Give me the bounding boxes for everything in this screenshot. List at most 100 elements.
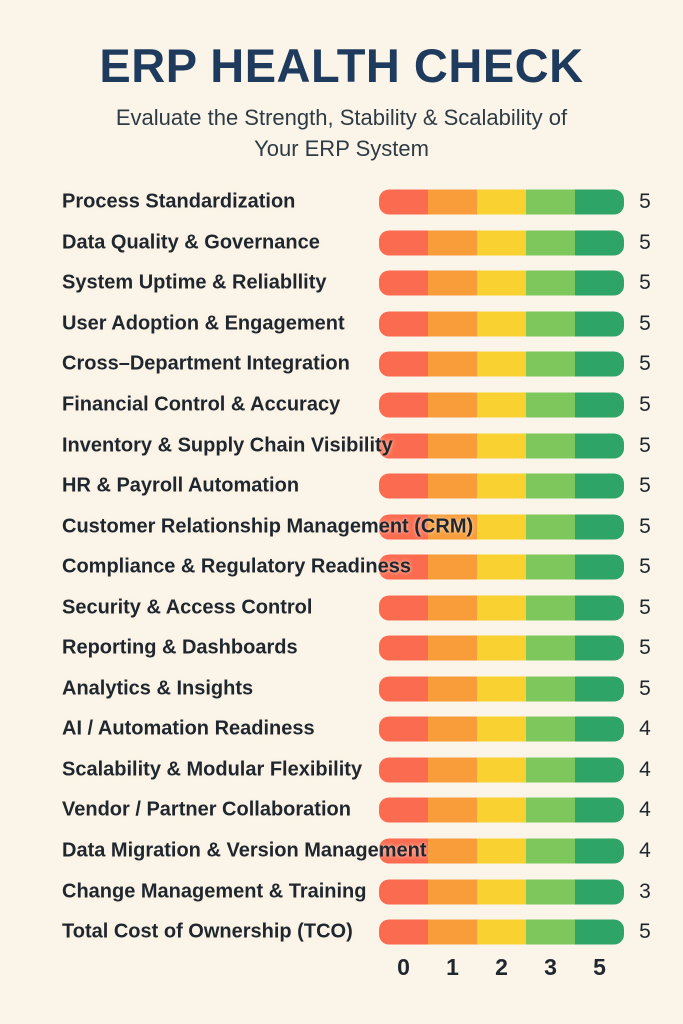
- bar-segment-red: [379, 554, 428, 580]
- bar-segment-lightgreen: [526, 635, 575, 661]
- rating-row: Change Management & Training 3: [0, 871, 683, 912]
- rating-bar: [379, 797, 624, 823]
- rating-row: HR & Payroll Automation 5: [0, 466, 683, 507]
- bar-segment-red: [379, 716, 428, 742]
- rating-bar: [379, 392, 624, 418]
- bar-segment-red: [379, 433, 428, 459]
- bar-segment-lightgreen: [526, 311, 575, 337]
- bar-segment-orange: [428, 230, 477, 256]
- bar-segment-lightgreen: [526, 797, 575, 823]
- subtitle-line-2: Your ERP System: [254, 135, 429, 161]
- rating-bar: [379, 514, 624, 540]
- metric-label: User Adoption & Engagement: [62, 312, 345, 335]
- bar-segment-red: [379, 757, 428, 783]
- rating-row: Process Standardization 5: [0, 182, 683, 223]
- metric-score: 4: [639, 798, 651, 822]
- rating-row: Inventory & Supply Chain Visibility 5: [0, 425, 683, 466]
- bar-segment-green: [575, 433, 624, 459]
- metric-score: 5: [639, 595, 651, 619]
- bar-segment-green: [575, 311, 624, 337]
- bar-segment-orange: [428, 311, 477, 337]
- metric-label: Compliance & Regulatory Readiness: [62, 555, 411, 578]
- metric-score: 5: [639, 676, 651, 700]
- bar-segment-yellow: [477, 757, 526, 783]
- scale-axis: 0 1 2 3 5: [0, 954, 683, 988]
- bar-segment-yellow: [477, 554, 526, 580]
- rating-bar: [379, 635, 624, 661]
- bar-segment-green: [575, 473, 624, 499]
- bar-segment-green: [575, 392, 624, 418]
- metric-score: 5: [639, 190, 651, 214]
- bar-segment-lightgreen: [526, 514, 575, 540]
- bar-segment-yellow: [477, 879, 526, 905]
- header: ERP HEALTH CHECK Evaluate the Strength, …: [0, 0, 683, 165]
- bar-segment-yellow: [477, 514, 526, 540]
- rating-bar: [379, 473, 624, 499]
- rating-row: Total Cost of Ownership (TCO) 5: [0, 912, 683, 953]
- bar-segment-orange: [428, 270, 477, 296]
- bar-segment-red: [379, 635, 428, 661]
- rating-bar: [379, 554, 624, 580]
- bar-segment-lightgreen: [526, 838, 575, 864]
- metric-score: 5: [639, 920, 651, 944]
- bar-segment-red: [379, 676, 428, 702]
- metric-score: 5: [639, 636, 651, 660]
- bar-segment-orange: [428, 514, 477, 540]
- bar-segment-green: [575, 189, 624, 215]
- bar-segment-yellow: [477, 797, 526, 823]
- metric-label: Analytics & Insights: [62, 677, 254, 700]
- bar-segment-orange: [428, 676, 477, 702]
- bar-segment-yellow: [477, 595, 526, 621]
- rating-row: Scalability & Modular Flexibility 4: [0, 750, 683, 791]
- bar-segment-lightgreen: [526, 433, 575, 459]
- bar-segment-red: [379, 879, 428, 905]
- bar-segment-green: [575, 351, 624, 377]
- bar-segment-yellow: [477, 433, 526, 459]
- metric-score: 4: [639, 717, 651, 741]
- bar-segment-red: [379, 270, 428, 296]
- bar-segment-yellow: [477, 270, 526, 296]
- metric-score: 5: [639, 514, 651, 538]
- bar-segment-lightgreen: [526, 392, 575, 418]
- metric-score: 5: [639, 555, 651, 579]
- bar-segment-lightgreen: [526, 554, 575, 580]
- bar-segment-yellow: [477, 635, 526, 661]
- metric-label: Customer Relationship Management (CRM): [62, 515, 474, 538]
- bar-segment-green: [575, 919, 624, 945]
- bar-segment-green: [575, 514, 624, 540]
- bar-segment-red: [379, 595, 428, 621]
- bar-segment-green: [575, 230, 624, 256]
- bar-segment-green: [575, 716, 624, 742]
- rating-row: Data Migration & Version Management 4: [0, 831, 683, 872]
- metric-score: 3: [639, 879, 651, 903]
- bar-segment-green: [575, 879, 624, 905]
- axis-tick: 2: [495, 954, 508, 980]
- metric-label: Cross–Department Integration: [62, 352, 350, 375]
- bar-segment-orange: [428, 797, 477, 823]
- metric-label: System Uptime & Reliabllity: [62, 271, 327, 294]
- bar-segment-lightgreen: [526, 879, 575, 905]
- metric-label: Financial Control & Accuracy: [62, 393, 341, 416]
- bar-segment-yellow: [477, 189, 526, 215]
- bar-segment-orange: [428, 351, 477, 377]
- rating-bar: [379, 595, 624, 621]
- metric-label: Security & Access Control: [62, 596, 313, 619]
- bar-segment-red: [379, 919, 428, 945]
- bar-segment-yellow: [477, 311, 526, 337]
- bar-segment-yellow: [477, 351, 526, 377]
- metric-score: 5: [639, 474, 651, 498]
- bar-segment-green: [575, 757, 624, 783]
- metric-label: Vendor / Partner Collaboration: [62, 798, 351, 821]
- bar-segment-red: [379, 838, 428, 864]
- bar-segment-orange: [428, 879, 477, 905]
- axis-tick: 5: [593, 954, 606, 980]
- bar-segment-lightgreen: [526, 716, 575, 742]
- bar-segment-lightgreen: [526, 230, 575, 256]
- bar-segment-orange: [428, 716, 477, 742]
- metric-label: AI / Automation Readiness: [62, 717, 315, 740]
- bar-segment-yellow: [477, 392, 526, 418]
- bar-segment-lightgreen: [526, 919, 575, 945]
- metric-label: Data Migration & Version Management: [62, 839, 427, 862]
- bar-segment-lightgreen: [526, 595, 575, 621]
